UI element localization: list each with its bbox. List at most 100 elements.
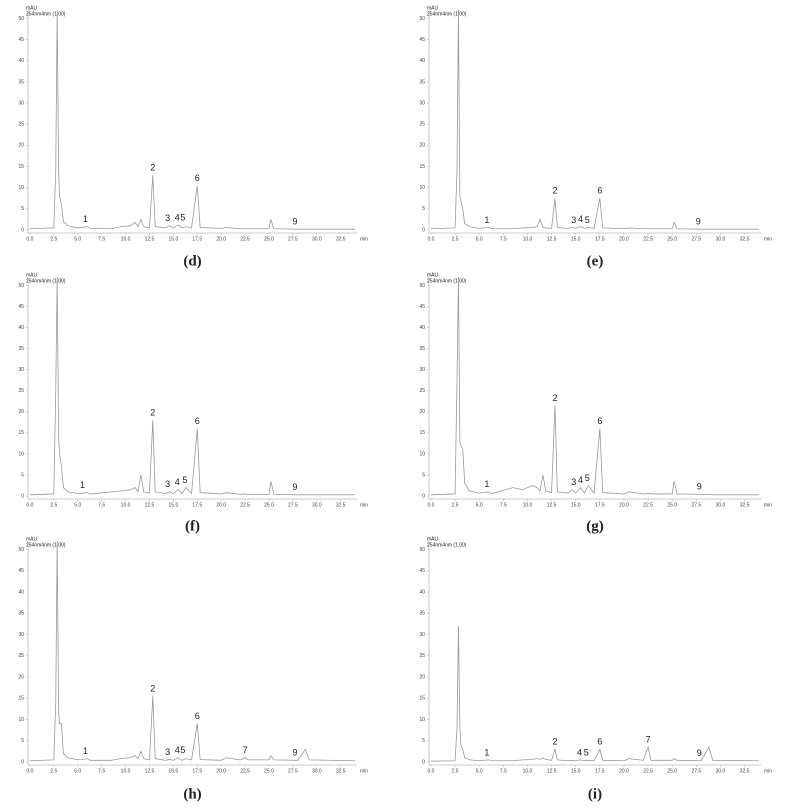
y-tick-label: 20 [419,143,425,149]
x-tick-label: 17.5 [595,768,605,774]
x-tick-label: 27.5 [288,768,298,774]
y-tick-label: 5 [21,206,24,212]
panel-label: (i) [588,786,602,802]
chromatogram-trace [29,277,356,496]
x-tick-label: 5.0 [476,502,483,508]
peak-label: 3 [165,747,170,757]
y-tick-label: 15 [419,696,425,702]
subtitle: 254nm4nm (1.00) [427,542,467,548]
x-tick-label: 32.5 [336,236,346,242]
subtitle: 254nm4nm (1.00) [26,278,66,284]
x-tick-label: 0.0 [427,768,434,774]
y-tick-label: 35 [18,346,24,352]
y-tick-label: 45 [18,304,24,310]
y-tick-label: 50 [419,547,425,553]
x-tick-label: 2.5 [452,236,459,242]
peak-label: 6 [597,416,602,426]
x-tick-label: 20.0 [216,768,226,774]
chromatogram-trace [430,626,760,762]
x-tick-label: 25.0 [264,236,274,242]
peak-label: 9 [697,748,702,758]
peak-label: 7 [243,745,248,755]
peak-label: 5 [585,473,590,483]
y-tick-label: 50 [18,283,24,289]
y-tick-label: 20 [18,143,24,149]
subtitle: 254nm4nm (1.00) [26,542,66,548]
peak-label: 1 [484,215,489,225]
y-tick-label: 0 [422,493,425,499]
peak-label: 5 [182,475,187,485]
peak-label: 5 [584,748,589,758]
y-tick-label: 20 [419,674,425,680]
peak-label: 4 [175,477,180,487]
x-tick-label: 12.5 [547,768,557,774]
x-tick-label: 30.0 [716,768,726,774]
y-tick-label: 40 [18,325,24,331]
x-tick-label: 20.0 [619,768,629,774]
y-tick-label: 45 [18,568,24,574]
y-tick-label: 35 [419,611,425,617]
y-tick-label: 15 [18,430,24,436]
y-tick-label: 15 [18,164,24,170]
x-tick-label: 2.5 [452,502,459,508]
y-tick-label: 15 [419,164,425,170]
panel-label: (h) [183,786,201,802]
y-tick-label: 15 [419,430,425,436]
peak-label: 1 [484,747,489,757]
peak-label: 5 [180,212,185,222]
y-tick-label: 35 [419,79,425,85]
y-tick-label: 10 [419,185,425,191]
y-tick-label: 10 [419,717,425,723]
y-tick-label: 10 [18,717,24,723]
peak-label: 9 [292,482,297,492]
x-tick-label: 2.5 [50,768,57,774]
x-tick-label: 7.5 [98,236,105,242]
x-tick-label: 5.0 [476,236,483,242]
x-tick-label: 5.0 [74,236,81,242]
peak-label: 2 [552,393,557,403]
peak-label: 4 [175,212,180,222]
y-tick-label: 25 [18,388,24,394]
x-tick-label: 17.5 [192,768,202,774]
y-tick-label: 30 [18,632,24,638]
x-tick-label: 30.0 [312,768,322,774]
chromatogram-trace [29,10,356,230]
peak-label: 1 [484,479,489,489]
x-tick-label: 15.0 [571,502,581,508]
peak-label: 7 [646,735,651,745]
x-tick-label: 17.5 [192,236,202,242]
x-tick-label: 10.0 [121,768,131,774]
x-tick-label: 10.0 [523,502,533,508]
y-tick-label: 40 [419,325,425,331]
y-tick-label: 25 [18,122,24,128]
x-tick-label: 2.5 [50,502,57,508]
x-tick-label: 27.5 [288,502,298,508]
x-axis-label: min [360,236,368,242]
peak-label: 6 [195,711,200,721]
x-axis-label: min [764,502,772,508]
x-tick-label: 30.0 [312,502,322,508]
y-tick-label: 40 [419,589,425,595]
peak-label: 9 [696,217,701,227]
y-tick-label: 50 [18,547,24,553]
x-tick-label: 25.0 [667,502,677,508]
peak-label: 2 [150,162,155,172]
x-tick-label: 25.0 [667,236,677,242]
x-tick-label: 15.0 [169,768,179,774]
x-tick-label: 30.0 [716,502,726,508]
x-axis-label: min [764,236,772,242]
y-tick-label: 30 [18,367,24,373]
peak-label: 2 [150,408,155,418]
y-tick-label: 0 [422,759,425,765]
x-tick-label: 5.0 [476,768,483,774]
y-tick-label: 0 [422,227,425,233]
y-tick-label: 25 [419,388,425,394]
x-tick-label: 2.5 [50,236,57,242]
x-tick-label: 17.5 [192,502,202,508]
y-tick-label: 20 [419,409,425,415]
